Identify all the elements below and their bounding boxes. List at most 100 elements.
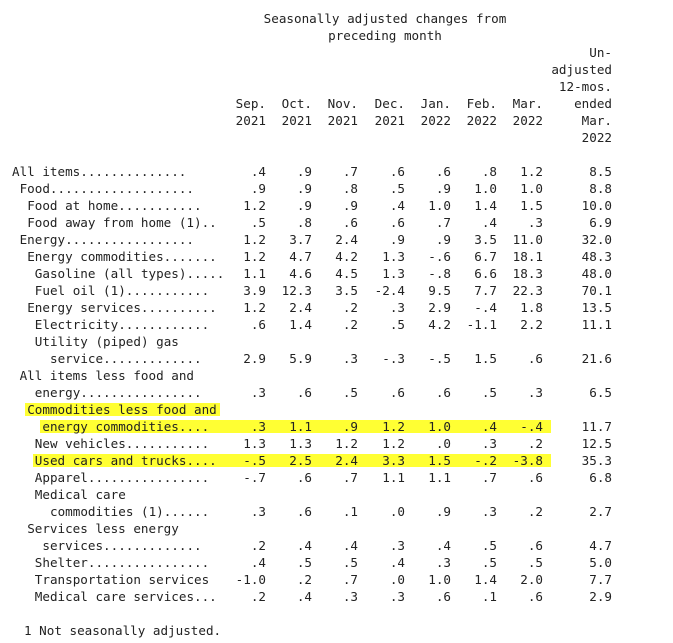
row-value-cell: .6 [435,164,451,179]
table-row: Food away from home (1).. .5 .8 .6 .6 .7 .4 .3 6… [0,214,673,231]
row-value-cell: .6 [296,504,312,519]
row-unadjusted-cell: 48.0 [581,266,612,281]
row-value-cell: .5 [250,215,266,230]
row-value-cell: .9 [435,232,451,247]
row-label: Energy commodities....... [27,249,217,264]
column-header-month: Mar. [512,96,543,111]
row-value-cell: .5 [389,181,405,196]
row-label: Apparel................ [34,470,210,485]
row-label: Energy services.......... [27,300,217,315]
row-value-cell: -2.4 [374,283,405,298]
row-value-cell: 1.8 [520,300,543,315]
row-value-cell: .3 [250,504,266,519]
table-row: service............. 2.9 5.9 .3 -.3 -.5 1.5 .6 2… [0,350,673,367]
row-unadjusted-cell: 21.6 [581,351,612,366]
table-row: All items.............. .4 .9 .7 .6 .6 .8 1.2 8.… [0,163,673,180]
row-value-cell: .3 [342,351,358,366]
row-value-cell: .0 [389,572,405,587]
row-value-cell: .7 [342,572,358,587]
row-value-cell: 1.3 [382,266,405,281]
row-value-cell: 4.6 [289,266,312,281]
table-row: Energy commodities....... 1.2 4.7 4.2 1.3 -.6… [0,248,673,265]
row-value-cell: -.5 [428,351,451,366]
row-unadjusted-cell: 32.0 [581,232,612,247]
row-value-cell: 2.4 [335,232,358,247]
unadjusted-header-line: Mar. [581,113,612,128]
row-value-cell: 1.4 [474,572,497,587]
row-unadjusted-cell: 70.1 [581,283,612,298]
row-value-cell: .2 [250,589,266,604]
highlight-marker [40,420,551,433]
row-value-cell: 1.2 [382,419,405,434]
row-value-cell: 1.0 [428,572,451,587]
row-value-cell: .3 [435,555,451,570]
table-row: Food................... .9 .9 .8 .5 .9 1.0 1.0 8… [0,180,673,197]
row-value-cell: .6 [296,470,312,485]
row-unadjusted-cell: 8.8 [589,181,612,196]
row-unadjusted-cell: 11.1 [581,317,612,332]
table-row: Food at home........... 1.2 .9 .9 .4 1.0 1.4 1.… [0,197,673,214]
unadjusted-header-line: ended [574,96,612,111]
table-row: energy commodities.... .3 1.1 .9 1.2 1.0 .4 -.4… [0,418,673,435]
row-unadjusted-cell: 2.9 [589,589,612,604]
row-value-cell: 1.2 [520,164,543,179]
row-label: Food................... [19,181,194,196]
row-label: Services less energy [27,521,179,536]
row-unadjusted-cell: 13.5 [581,300,612,315]
row-value-cell: 1.1 [289,419,312,434]
row-label: Electricity............ [34,317,210,332]
row-label: Transportation services [34,572,210,587]
row-label: Commodities less food and [27,402,217,417]
table-row: Fuel oil (1)........... 3.9 12.3 3.5 -2.4 9.5… [0,282,673,299]
row-value-cell: .6 [389,215,405,230]
row-value-cell: .3 [389,300,405,315]
row-unadjusted-cell: 48.3 [581,249,612,264]
row-value-cell: .6 [435,385,451,400]
row-value-cell: 2.9 [243,351,266,366]
row-label: Utility (piped) gas [34,334,179,349]
column-header-year: 2021 [235,113,266,128]
row-label: All items.............. [12,164,187,179]
row-unadjusted-cell: 8.5 [589,164,612,179]
table-row: New vehicles........... 1.3 1.3 1.2 1.2 .0 .3.… [0,435,673,452]
highlight-marker [25,403,220,416]
row-value-cell: 18.3 [512,266,543,281]
row-value-cell: 5.9 [289,351,312,366]
row-value-cell: .3 [389,538,405,553]
table-row: Shelter................ .4 .5 .5 .4 .3 .5 .5 5.0 [0,554,673,571]
column-header-year: 2021 [374,113,405,128]
row-label: Fuel oil (1)........... [34,283,210,298]
table-row: services............. .2 .4 .4 .3 .4 .5 .6 4.7 [0,537,673,554]
row-value-cell: .2 [250,538,266,553]
row-value-cell: 6.7 [474,249,497,264]
row-value-cell: .2 [527,504,543,519]
table-row: Utility (piped) gas [0,333,673,350]
row-label: Medical care [34,487,126,502]
row-label: Shelter................ [34,555,210,570]
table-row: Services less energy [0,520,673,537]
row-value-cell: .5 [481,385,497,400]
row-label: energy commodities.... [42,419,210,434]
column-header-year: 2021 [327,113,358,128]
row-value-cell: .9 [296,198,312,213]
row-value-cell: 7.7 [474,283,497,298]
row-value-cell: 1.3 [289,436,312,451]
row-value-cell: .9 [342,198,358,213]
row-value-cell: .6 [527,351,543,366]
unadjusted-header-line: 12-mos. [558,79,612,94]
row-value-cell: .3 [481,504,497,519]
row-value-cell: 4.2 [335,249,358,264]
row-value-cell: 1.0 [428,419,451,434]
row-value-cell: .9 [435,504,451,519]
table-row: Transportation services -1.0 .2 .7 .0 1.0 1.4 2… [0,571,673,588]
table-row: commodities (1)...... .3 .6 .1 .0 .9 .3 .2 2.7 [0,503,673,520]
row-value-cell: .6 [296,385,312,400]
row-value-cell: 1.4 [474,198,497,213]
row-value-cell: .5 [481,555,497,570]
row-value-cell: 3.7 [289,232,312,247]
row-value-cell: .3 [389,589,405,604]
row-value-cell: .1 [481,589,497,604]
row-unadjusted-cell: 5.0 [589,555,612,570]
row-value-cell: .7 [342,164,358,179]
row-value-cell: .4 [389,555,405,570]
